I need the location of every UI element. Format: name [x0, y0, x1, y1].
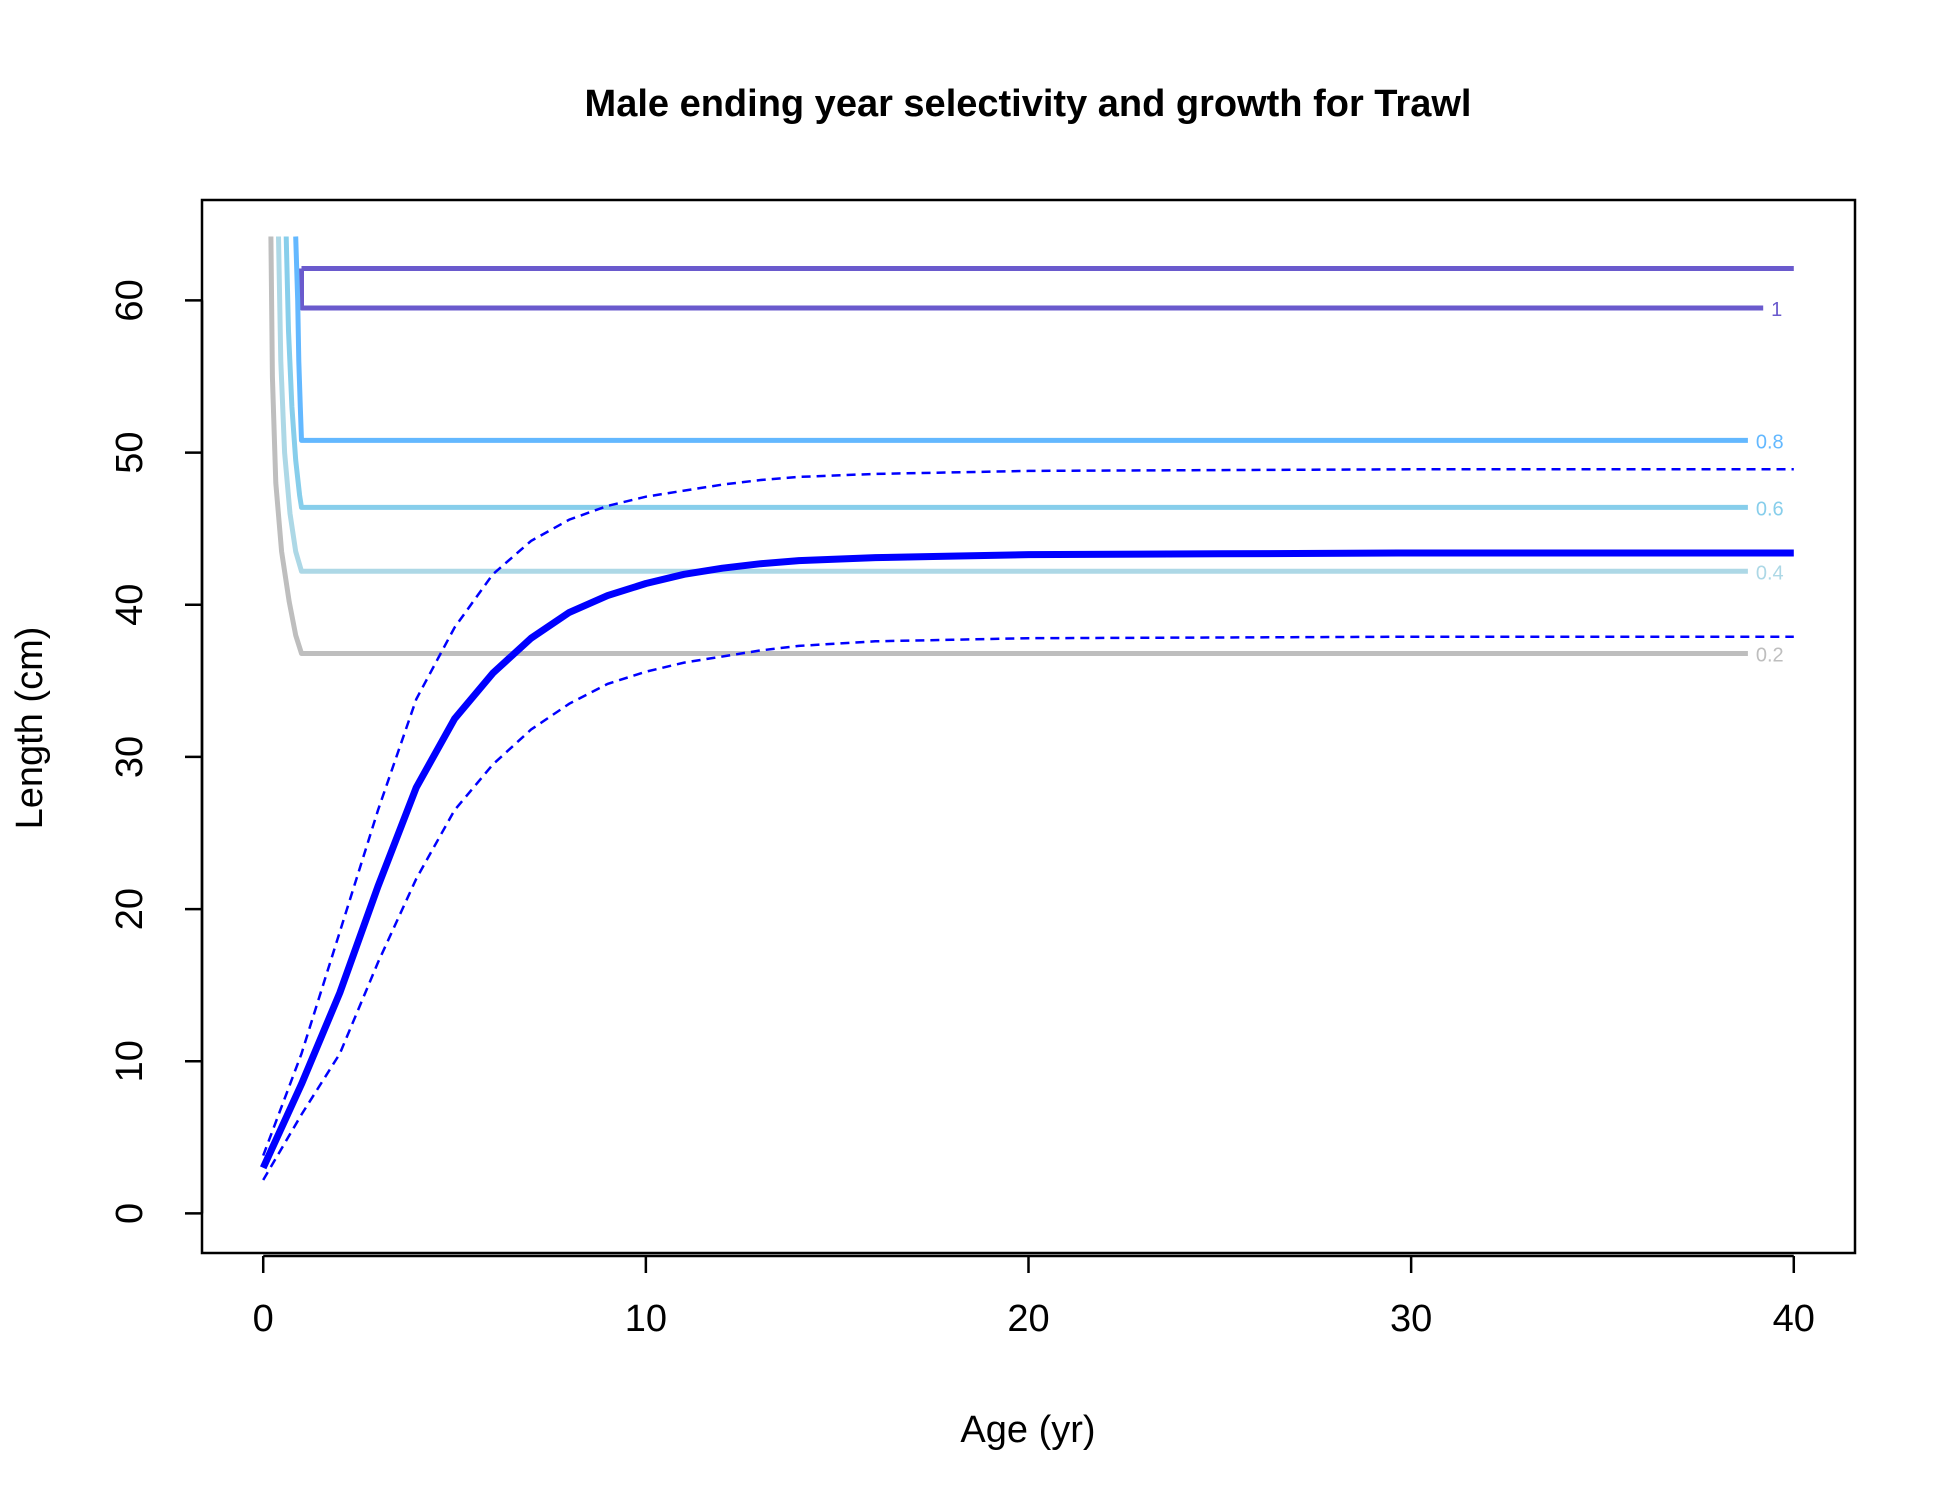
- growth-mean-line: [260, 549, 1794, 1170]
- contour-label-0.2: 0.2: [1756, 644, 1784, 666]
- x-tick-label: 0: [253, 1298, 274, 1340]
- y-tick-label: 0: [109, 1203, 151, 1224]
- y-tick-label: 60: [109, 279, 151, 321]
- x-tick-label: 10: [625, 1298, 667, 1340]
- y-tick-label: 20: [109, 888, 151, 930]
- x-tick-label: 40: [1773, 1298, 1815, 1340]
- y-tick-label: 10: [109, 1040, 151, 1082]
- contour-line-0.2: [268, 236, 1748, 656]
- growth-curves: [260, 468, 1794, 1181]
- contour-line-1: [299, 268, 1764, 311]
- growth-upper-line: [262, 468, 1794, 1157]
- x-axis-label: Age (yr): [960, 1409, 1095, 1451]
- x-axis: 0 10 20 30 40: [253, 1254, 1815, 1340]
- y-axis: 0 10 20 30 40 50 60: [109, 279, 204, 1224]
- contour-label-0.4: 0.4: [1756, 562, 1784, 584]
- selectivity-contours: 1 0.8 0.6 0.4 0.2: [268, 236, 1794, 666]
- x-tick-label: 30: [1390, 1298, 1432, 1340]
- contour-label-0.8: 0.8: [1756, 431, 1784, 453]
- contour-line-0.4: [276, 236, 1748, 574]
- contour-line-0.6: [283, 236, 1748, 510]
- y-axis-label: Length (cm): [9, 627, 51, 830]
- y-tick-label: 50: [109, 431, 151, 473]
- chart-title: Male ending year selectivity and growth …: [585, 83, 1472, 125]
- y-tick-label: 40: [109, 584, 151, 626]
- y-tick-label: 30: [109, 736, 151, 778]
- growth-lower-line: [262, 635, 1794, 1181]
- contour-label-1: 1: [1771, 299, 1782, 321]
- contour-line-0.8: [293, 236, 1748, 443]
- contour-label-0.6: 0.6: [1756, 498, 1784, 520]
- x-tick-label: 20: [1007, 1298, 1049, 1340]
